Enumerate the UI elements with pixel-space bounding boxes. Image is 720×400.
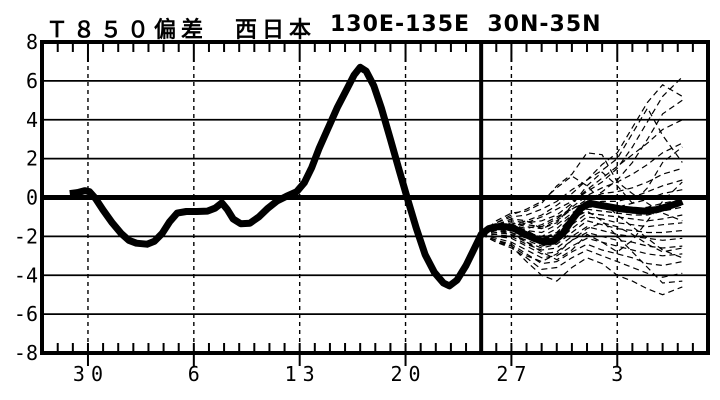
- chart-title-row: Ｔ８５０偏差 西日本 130E-135E 30N-35N: [0, 6, 720, 43]
- ensemble-member-line: [480, 222, 683, 263]
- chart-title-variable-region: Ｔ８５０偏差 西日本: [46, 18, 317, 43]
- x-axis-label: 27: [496, 362, 532, 386]
- x-axis-label: 13: [285, 362, 321, 386]
- ensemble-member-line: [480, 233, 683, 296]
- chart-title-coordinates: 130E-135E 30N-35N: [330, 12, 602, 37]
- y-axis-label: 6: [26, 69, 38, 93]
- y-axis-label: -4: [14, 263, 38, 287]
- y-axis-label: -8: [14, 341, 38, 365]
- ensemble-member-line: [481, 226, 683, 251]
- x-axis-label: 20: [391, 362, 427, 386]
- x-axis-label: 6: [188, 362, 206, 386]
- ensemble-member-line: [480, 152, 683, 235]
- ensemble-member-line: [481, 231, 683, 255]
- y-axis-label: 4: [26, 108, 38, 132]
- ensemble-member-line: [480, 175, 683, 259]
- ensemble-mean-line: [69, 63, 684, 290]
- y-axis-label: 8: [26, 30, 38, 54]
- plot-border: [40, 40, 710, 355]
- ensemble-member-line: [480, 146, 683, 235]
- ensemble-member-line: [480, 84, 683, 235]
- y-axis-label: 0: [26, 186, 38, 210]
- x-axis-label: 30: [73, 362, 109, 386]
- ensemble-member-line: [480, 233, 683, 278]
- y-axis-label: -6: [14, 302, 38, 326]
- ensemble-member-line: [481, 181, 683, 261]
- y-axis-label: -2: [14, 224, 38, 248]
- ensemble-member-line: [480, 106, 683, 235]
- ensemble-member-line: [481, 233, 683, 259]
- ensemble-member-line: [480, 220, 683, 249]
- ensemble-member-line: [480, 233, 683, 267]
- y-axis-label: 2: [26, 147, 38, 171]
- x-axis-label: 3: [611, 362, 629, 386]
